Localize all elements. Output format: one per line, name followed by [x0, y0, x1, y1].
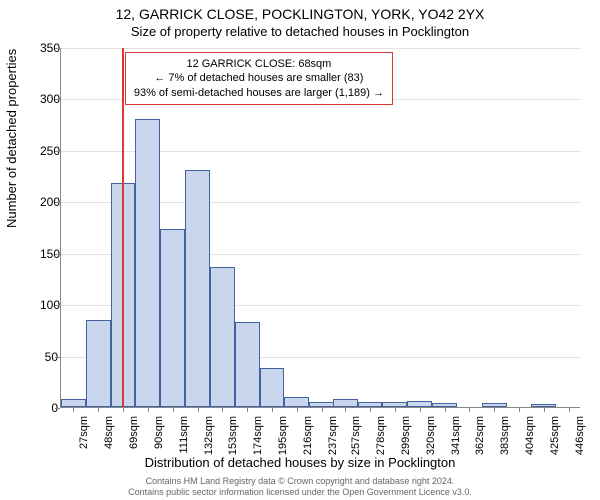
x-tick-label: 216sqm	[302, 416, 314, 466]
x-tick-mark	[198, 407, 199, 412]
x-tick-label: 257sqm	[350, 416, 362, 466]
histogram-bar	[260, 368, 285, 407]
x-tick-label: 153sqm	[227, 416, 239, 466]
x-tick-mark	[345, 407, 346, 412]
x-tick-mark	[148, 407, 149, 412]
x-tick-mark	[297, 407, 298, 412]
histogram-bar	[135, 119, 160, 407]
x-tick-mark	[569, 407, 570, 412]
histogram-bar	[210, 267, 235, 407]
x-tick-mark	[322, 407, 323, 412]
histogram-bar	[61, 399, 86, 407]
x-tick-mark	[173, 407, 174, 412]
y-tick-mark	[55, 408, 60, 409]
x-tick-label: 132sqm	[203, 416, 215, 466]
chart-title-subtitle: Size of property relative to detached ho…	[0, 24, 600, 39]
y-tick-mark	[55, 254, 60, 255]
chart-title-address: 12, GARRICK CLOSE, POCKLINGTON, YORK, YO…	[0, 6, 600, 22]
x-tick-mark	[469, 407, 470, 412]
callout-line1: 12 GARRICK CLOSE: 68sqm	[134, 57, 384, 71]
x-tick-label: 174sqm	[252, 416, 264, 466]
footer-line1: Contains HM Land Registry data © Crown c…	[146, 476, 455, 486]
x-tick-mark	[222, 407, 223, 412]
x-tick-mark	[544, 407, 545, 412]
x-tick-label: 237sqm	[327, 416, 339, 466]
y-tick-mark	[55, 48, 60, 49]
histogram-bar	[235, 322, 260, 407]
x-tick-label: 320sqm	[425, 416, 437, 466]
histogram-bar	[86, 320, 111, 407]
x-tick-mark	[73, 407, 74, 412]
histogram-bar	[284, 397, 309, 407]
x-tick-mark	[445, 407, 446, 412]
x-tick-label: 27sqm	[78, 416, 90, 466]
grid-line	[61, 48, 581, 49]
callout-line2: ← 7% of detached houses are smaller (83)	[134, 71, 384, 85]
x-tick-label: 90sqm	[153, 416, 165, 466]
x-tick-mark	[519, 407, 520, 412]
y-tick-mark	[55, 357, 60, 358]
x-tick-label: 341sqm	[450, 416, 462, 466]
x-tick-label: 48sqm	[103, 416, 115, 466]
x-tick-mark	[395, 407, 396, 412]
footer-attribution: Contains HM Land Registry data © Crown c…	[0, 476, 600, 498]
x-tick-label: 425sqm	[549, 416, 561, 466]
x-tick-mark	[370, 407, 371, 412]
y-tick-mark	[55, 305, 60, 306]
y-axis-label: Number of detached properties	[4, 49, 19, 228]
y-tick-mark	[55, 202, 60, 203]
histogram-bar	[333, 399, 358, 407]
callout-box: 12 GARRICK CLOSE: 68sqm← 7% of detached …	[125, 52, 393, 105]
x-tick-label: 69sqm	[128, 416, 140, 466]
x-tick-label: 383sqm	[499, 416, 511, 466]
histogram-bar	[185, 170, 210, 407]
x-tick-mark	[272, 407, 273, 412]
footer-line2: Contains public sector information licen…	[128, 487, 472, 497]
x-tick-label: 278sqm	[375, 416, 387, 466]
x-tick-mark	[420, 407, 421, 412]
marker-line	[122, 48, 124, 407]
callout-line3: 93% of semi-detached houses are larger (…	[134, 86, 384, 100]
histogram-bar	[160, 229, 185, 407]
x-tick-mark	[494, 407, 495, 412]
x-tick-mark	[247, 407, 248, 412]
x-tick-mark	[123, 407, 124, 412]
x-tick-label: 299sqm	[400, 416, 412, 466]
x-tick-label: 446sqm	[574, 416, 586, 466]
y-tick-mark	[55, 151, 60, 152]
x-tick-mark	[98, 407, 99, 412]
x-tick-label: 111sqm	[178, 416, 190, 466]
y-tick-mark	[55, 99, 60, 100]
x-tick-label: 404sqm	[524, 416, 536, 466]
x-tick-label: 195sqm	[277, 416, 289, 466]
x-tick-label: 362sqm	[474, 416, 486, 466]
